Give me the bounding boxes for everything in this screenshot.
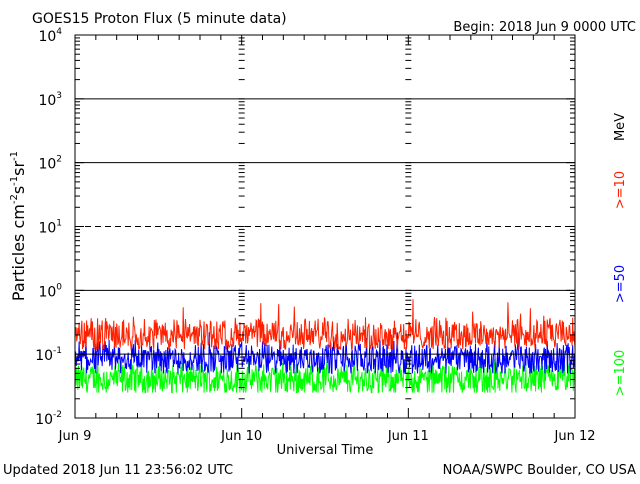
series-line-2	[74, 354, 576, 394]
y-tick-exponent: -2	[53, 410, 62, 420]
y-tick-label-3: 101	[38, 219, 62, 237]
y-tick-base: 10	[35, 348, 53, 364]
y-tick-exponent: 3	[56, 91, 62, 101]
y-tick-base: 10	[38, 93, 56, 109]
y-axis-label-exp-1: -2	[9, 194, 20, 204]
y-tick-label-6: 10-2	[35, 410, 62, 428]
y-tick-exponent: 1	[56, 219, 62, 229]
x-tick-label-0: Jun 9	[58, 429, 92, 444]
x-tick-label-3: Jun 12	[554, 429, 596, 444]
y-tick-base: 10	[38, 157, 56, 173]
grid-layer	[74, 35, 576, 419]
legend-series-50mev: >=50	[613, 265, 628, 303]
y-tick-exponent: 4	[56, 27, 62, 37]
y-tick-exponent: -1	[53, 346, 62, 356]
footer-credit: NOAA/SWPC Boulder, CO USA	[443, 463, 636, 478]
x-tick-labels: Jun 9 Jun 10 Jun 11 Jun 12	[58, 429, 596, 444]
y-axis-label-main: Particles cm	[9, 204, 28, 301]
y-tick-label-5: 10-1	[35, 346, 62, 364]
x-axis-label: Universal Time	[277, 443, 374, 458]
legend-series-100mev: >=100	[613, 350, 628, 397]
y-tick-base: 10	[38, 29, 56, 45]
y-axis-label: Particles cm-2s-1sr-1	[9, 151, 28, 301]
y-tick-exponent: 2	[56, 155, 62, 165]
y-tick-label-1: 103	[38, 91, 62, 109]
y-axis-label-exp-3: -1	[9, 151, 20, 161]
y-tick-base: 10	[38, 284, 56, 300]
chart-title: GOES15 Proton Flux (5 minute data)	[32, 11, 287, 27]
y-tick-label-2: 102	[38, 155, 62, 173]
footer-updated: Updated 2018 Jun 11 23:56:02 UTC	[3, 463, 233, 478]
x-tick-label-2: Jun 11	[387, 429, 429, 444]
y-axis-label-exp-2: -1	[9, 176, 20, 186]
series-line-0	[74, 299, 576, 352]
y-tick-base: 10	[38, 221, 56, 237]
x-tick-label-1: Jun 10	[220, 429, 262, 444]
legend-series-10mev: >=10	[613, 171, 628, 209]
y-tick-label-4: 100	[38, 282, 62, 300]
y-axis-label-unit-2: sr	[9, 161, 28, 176]
y-tick-exponent: 0	[56, 282, 62, 292]
begin-label: Begin: 2018 Jun 9 0000 UTC	[453, 20, 636, 35]
plot-frame	[74, 34, 576, 419]
y-tick-label-0: 104	[38, 27, 62, 45]
y-axis-label-unit-1: s	[9, 186, 28, 194]
legend-unit-mev: MeV	[613, 113, 628, 141]
data-layer	[74, 299, 576, 394]
y-tick-base: 10	[35, 412, 53, 428]
